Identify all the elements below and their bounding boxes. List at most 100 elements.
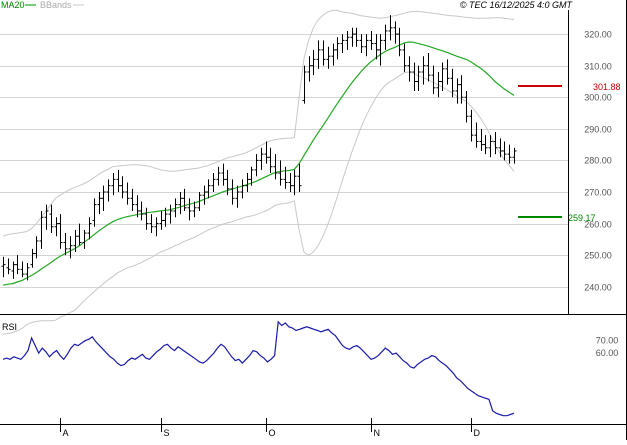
price-y-tick-label: 240.00 bbox=[584, 283, 612, 293]
ohlc-bar bbox=[469, 109, 474, 142]
ohlc-bar bbox=[512, 147, 517, 164]
ohlc-bar bbox=[25, 263, 30, 281]
ohlc-bar bbox=[116, 169, 121, 192]
ohlc-bar bbox=[39, 210, 44, 249]
ohlc-bar bbox=[321, 40, 326, 66]
ohlc-bar bbox=[130, 188, 135, 211]
bb-upper-line bbox=[2, 9, 515, 237]
ohlc-bar bbox=[335, 37, 340, 60]
ohlc-bar bbox=[474, 122, 479, 148]
ohlc-bar bbox=[230, 179, 235, 205]
ohlc-bar bbox=[254, 154, 259, 177]
ohlc-bar bbox=[412, 62, 417, 91]
ohlc-bar bbox=[498, 138, 503, 158]
ohlc-bar bbox=[292, 169, 297, 196]
ohlc-bar bbox=[455, 78, 460, 104]
ohlc-bar bbox=[388, 15, 393, 41]
copyright-text: © TEC 16/12/2025 4:0 GMT bbox=[460, 0, 574, 10]
ohlc-bar bbox=[354, 27, 359, 47]
ohlc-bar bbox=[34, 236, 39, 259]
ohlc-bar bbox=[283, 166, 288, 189]
ohlc-bar bbox=[378, 34, 383, 66]
ohlc-bar bbox=[54, 217, 59, 237]
ohlc-bar bbox=[58, 214, 63, 249]
ohlc-bar bbox=[178, 192, 183, 215]
rsi-y-axis: 70.00 60.00 bbox=[596, 336, 619, 359]
ohlc-bar bbox=[421, 56, 426, 85]
rsi-y-tick-label: 70.00 bbox=[596, 336, 619, 346]
x-tick-label: S bbox=[164, 428, 170, 438]
ohlc-bar bbox=[235, 185, 240, 208]
ohlc-bar bbox=[30, 248, 35, 268]
ohlc-bar bbox=[82, 229, 87, 249]
resistance-label: 301.88 bbox=[593, 82, 621, 92]
price-y-tick-label: 250.00 bbox=[584, 251, 612, 261]
price-y-tick-label: 260.00 bbox=[584, 220, 612, 230]
price-y-axis: 320.00 310.00 300.00 290.00 280.00 270.00 260.… bbox=[584, 30, 612, 293]
ohlc-bar bbox=[488, 135, 493, 158]
ohlc-bar bbox=[340, 34, 345, 54]
ohlc-bar bbox=[240, 179, 245, 199]
ohlc-bar bbox=[6, 258, 11, 275]
ohlc-bar bbox=[77, 223, 82, 246]
ohlc-bar bbox=[154, 217, 159, 237]
ohlc-bar bbox=[416, 65, 421, 91]
ohlc-bar bbox=[106, 179, 111, 202]
ohlc-bar bbox=[49, 204, 54, 234]
ohlc-bar bbox=[307, 56, 312, 82]
ohlc-bar bbox=[502, 141, 507, 161]
ohlc-bar bbox=[445, 59, 450, 85]
ohlc-bar bbox=[407, 56, 412, 82]
ohlc-bar bbox=[182, 188, 187, 211]
ohlc-bar bbox=[268, 147, 273, 174]
ohlc-bar bbox=[331, 43, 336, 66]
ohlc-bar bbox=[111, 173, 116, 196]
price-y-tick-label: 320.00 bbox=[584, 30, 612, 40]
ohlc-bar bbox=[464, 90, 469, 123]
ohlc-bar bbox=[120, 176, 125, 199]
ohlc-bar bbox=[350, 27, 355, 47]
ohlc-bar bbox=[197, 192, 202, 211]
x-tick-label: N bbox=[374, 428, 381, 438]
x-tick-label: A bbox=[63, 428, 69, 438]
ohlc-bar bbox=[479, 128, 484, 151]
ohlc-bar bbox=[73, 229, 78, 252]
ohlc-bar bbox=[397, 27, 402, 57]
ohlc-bar bbox=[97, 192, 102, 215]
ohlc-bar bbox=[163, 207, 168, 227]
ohlc-bar bbox=[374, 34, 379, 60]
price-y-tick-label: 290.00 bbox=[584, 125, 612, 135]
ohlc-bar bbox=[202, 185, 207, 205]
ohlc-bar bbox=[68, 236, 73, 259]
ohlc-bar bbox=[20, 261, 25, 278]
ohlc-bar bbox=[216, 166, 221, 186]
ohlc-bar bbox=[192, 201, 197, 218]
ohlc-bar bbox=[101, 185, 106, 211]
ohlc-bar bbox=[273, 154, 278, 180]
ohlc-bar bbox=[144, 207, 149, 230]
ohlc-bar bbox=[245, 173, 250, 192]
price-y-tick-label: 300.00 bbox=[584, 93, 612, 103]
ohlc-bar bbox=[278, 160, 283, 186]
ohlc-bar bbox=[63, 233, 68, 256]
ohlc-bar bbox=[206, 179, 211, 199]
ohlc-bar bbox=[326, 46, 331, 69]
ohlc-bar bbox=[173, 198, 178, 218]
ohlc-bar bbox=[431, 65, 436, 95]
ohlc-bar bbox=[311, 49, 316, 76]
bb-lower-line bbox=[2, 71, 515, 335]
ohlc-bar bbox=[11, 261, 16, 279]
ohlc-bar bbox=[436, 72, 441, 98]
ohlc-bar bbox=[507, 144, 512, 164]
ohlc-bar bbox=[264, 141, 269, 164]
ma20-line bbox=[2, 41, 515, 286]
ohlc-bar bbox=[225, 169, 230, 196]
ohlc-bar bbox=[168, 204, 173, 224]
x-tick-label: D bbox=[474, 428, 481, 438]
x-tick-label: O bbox=[269, 428, 276, 438]
ohlc-bar bbox=[316, 40, 321, 69]
ohlc-bar bbox=[345, 30, 350, 50]
